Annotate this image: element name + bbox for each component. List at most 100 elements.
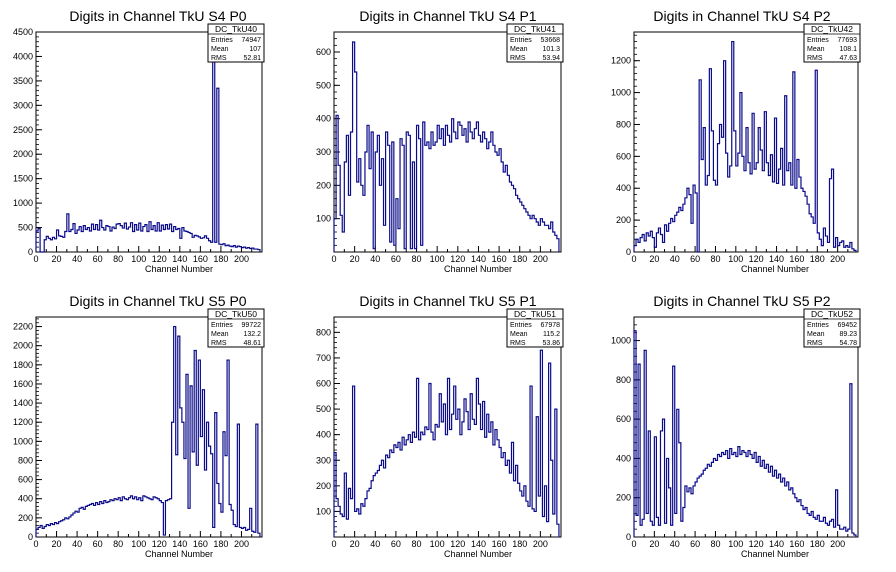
stats-box-title: DC_TkU41 bbox=[514, 24, 556, 34]
x-tick-label: 80 bbox=[412, 539, 422, 549]
y-tick-label: 600 bbox=[18, 475, 33, 485]
stats-value: 54.78 bbox=[839, 340, 857, 347]
stats-value: 53.94 bbox=[542, 55, 560, 62]
x-tick-label: 40 bbox=[370, 254, 380, 264]
x-tick-label: 80 bbox=[710, 539, 720, 549]
stats-value: 108.1 bbox=[839, 46, 857, 53]
stats-value: 48.61 bbox=[243, 340, 261, 347]
y-tick-label: 800 bbox=[18, 455, 33, 465]
stats-label: Entries bbox=[211, 322, 233, 329]
x-tick-label: 140 bbox=[769, 254, 784, 264]
y-tick-label: 0 bbox=[626, 532, 631, 542]
x-tick-label: 20 bbox=[52, 539, 62, 549]
stats-label: Entries bbox=[807, 37, 829, 44]
stats-box-title: DC_TkU51 bbox=[514, 309, 556, 319]
x-tick-label: 200 bbox=[830, 539, 845, 549]
y-tick-label: 300 bbox=[316, 455, 331, 465]
y-tick-label: 2000 bbox=[13, 341, 33, 351]
x-tick-label: 40 bbox=[670, 254, 680, 264]
y-tick-label: 4000 bbox=[13, 51, 33, 61]
x-tick-label: 0 bbox=[331, 254, 336, 264]
x-tick-label: 160 bbox=[492, 539, 507, 549]
plot-frame bbox=[333, 31, 562, 253]
stats-value: 89.23 bbox=[839, 331, 857, 338]
x-tick-label: 20 bbox=[52, 254, 62, 264]
y-tick-label: 1000 bbox=[13, 436, 33, 446]
y-tick-label: 1400 bbox=[13, 398, 33, 408]
x-axis-label: Channel Number bbox=[444, 549, 512, 559]
x-tick-label: 100 bbox=[728, 254, 743, 264]
x-tick-label: 160 bbox=[789, 539, 804, 549]
x-tick-label: 60 bbox=[391, 254, 401, 264]
stats-label: Mean bbox=[807, 331, 825, 338]
x-tick-label: 160 bbox=[193, 539, 208, 549]
stats-box-title: DC_TkU40 bbox=[215, 24, 257, 34]
y-tick-label: 0 bbox=[626, 247, 631, 257]
stats-box-frame bbox=[506, 308, 564, 348]
x-tick-label: 40 bbox=[370, 539, 380, 549]
stats-label: Mean bbox=[510, 331, 528, 338]
x-tick-label: 100 bbox=[430, 539, 445, 549]
panel-3: Digits in Channel TkU S4 P2 0 20 40 60 80 100 1… bbox=[611, 8, 861, 274]
x-tick-label: 140 bbox=[172, 254, 187, 264]
stats-box-title: DC_TkU52 bbox=[811, 309, 853, 319]
y-tick-label: 1000 bbox=[611, 336, 631, 346]
y-tick-label: 3000 bbox=[13, 100, 33, 110]
stats-box-frame bbox=[506, 23, 564, 63]
y-tick-label: 2000 bbox=[13, 149, 33, 159]
x-tick-label: 200 bbox=[533, 254, 548, 264]
x-tick-label: 100 bbox=[131, 539, 146, 549]
x-tick-label: 40 bbox=[670, 539, 680, 549]
x-tick-label: 140 bbox=[471, 254, 486, 264]
stats-value: 101.3 bbox=[542, 46, 560, 53]
x-axis-label: Channel Number bbox=[741, 264, 809, 274]
x-tick-label: 180 bbox=[213, 539, 228, 549]
x-tick-label: 80 bbox=[113, 254, 123, 264]
stats-box-title: DC_TkU50 bbox=[215, 309, 257, 319]
stats-value: 53.86 bbox=[542, 340, 560, 347]
stats-box: DC_TkU52 Entries 69452 Mean 89.23 RMS 54.78 bbox=[803, 308, 861, 348]
stats-box: DC_TkU50 Entries 99722 Mean 132.2 RMS 48.61 bbox=[207, 308, 265, 348]
x-tick-label: 180 bbox=[810, 539, 825, 549]
y-tick-label: 0 bbox=[28, 247, 33, 257]
stats-label: RMS bbox=[211, 55, 227, 62]
panel-4: Digits in Channel TkU S5 P0 0 20 40 60 80 100 1… bbox=[13, 293, 265, 559]
stats-value: 107 bbox=[249, 46, 261, 53]
plot-frame bbox=[633, 316, 859, 538]
y-tick-label: 800 bbox=[616, 119, 631, 129]
x-tick-label: 80 bbox=[113, 539, 123, 549]
panel-6: Digits in Channel TkU S5 P2 0 20 40 60 80 100 1… bbox=[611, 293, 861, 559]
chart-title: Digits in Channel TkU S4 P1 bbox=[359, 8, 536, 24]
y-tick-label: 400 bbox=[316, 430, 331, 440]
stats-value: 99722 bbox=[242, 322, 262, 329]
x-tick-label: 40 bbox=[72, 254, 82, 264]
y-tick-label: 800 bbox=[616, 375, 631, 385]
x-tick-label: 100 bbox=[430, 254, 445, 264]
stats-value: 53668 bbox=[541, 37, 561, 44]
x-tick-label: 100 bbox=[728, 539, 743, 549]
chart-title: Digits in Channel TkU S4 P0 bbox=[69, 8, 246, 24]
x-tick-label: 60 bbox=[93, 254, 103, 264]
x-tick-label: 60 bbox=[690, 539, 700, 549]
y-tick-label: 1600 bbox=[13, 379, 33, 389]
x-tick-label: 120 bbox=[152, 539, 167, 549]
x-tick-label: 120 bbox=[749, 254, 764, 264]
x-tick-label: 160 bbox=[492, 254, 507, 264]
y-tick-label: 200 bbox=[316, 180, 331, 190]
x-tick-label: 140 bbox=[769, 539, 784, 549]
x-tick-label: 80 bbox=[412, 254, 422, 264]
stats-box: DC_TkU41 Entries 53668 Mean 101.3 RMS 53.94 bbox=[506, 23, 564, 63]
stats-value: 67978 bbox=[541, 322, 561, 329]
x-axis-label: Channel Number bbox=[145, 264, 213, 274]
y-tick-label: 400 bbox=[18, 494, 33, 504]
stats-box: DC_TkU40 Entries 74947 Mean 107 RMS 52.81 bbox=[207, 23, 265, 63]
y-tick-label: 500 bbox=[316, 404, 331, 414]
x-tick-label: 160 bbox=[789, 254, 804, 264]
x-tick-label: 0 bbox=[631, 254, 636, 264]
x-tick-label: 200 bbox=[533, 539, 548, 549]
stats-label: Mean bbox=[211, 46, 229, 53]
x-tick-label: 120 bbox=[749, 539, 764, 549]
y-tick-label: 100 bbox=[316, 214, 331, 224]
stats-label: Entries bbox=[510, 37, 532, 44]
